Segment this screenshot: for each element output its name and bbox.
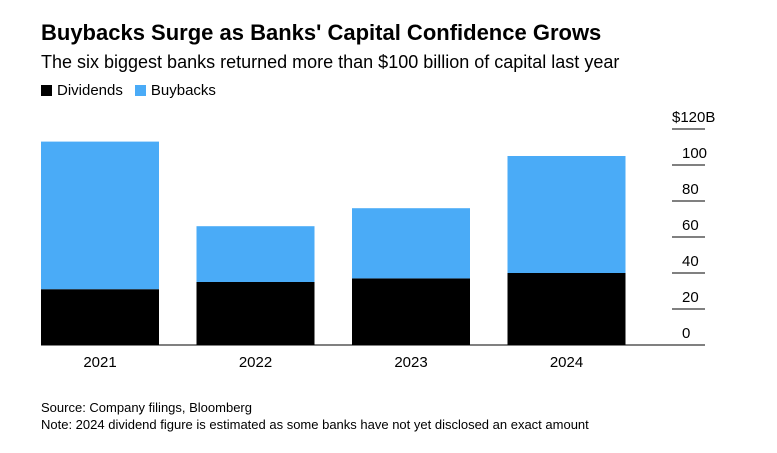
y-tick-label-80: 80 xyxy=(682,181,699,198)
source-note: Source: Company filings, Bloomberg xyxy=(41,400,252,415)
footnote: Note: 2024 dividend figure is estimated … xyxy=(41,417,589,432)
y-tick-label-120: $120B xyxy=(672,109,715,126)
x-tick-label-2022: 2022 xyxy=(239,354,272,371)
x-tick-label-2024: 2024 xyxy=(550,354,583,371)
legend-item-buybacks: Buybacks xyxy=(134,82,216,99)
legend-label-buybacks: Buybacks xyxy=(150,82,216,99)
legend-label-dividends: Dividends xyxy=(57,82,123,99)
bar-dividends-2021 xyxy=(41,289,159,345)
chart-subtitle: The six biggest banks returned more than… xyxy=(41,52,620,72)
chart-title: Buybacks Surge as Banks' Capital Confide… xyxy=(41,20,602,45)
x-tick-label-2023: 2023 xyxy=(394,354,427,371)
bar-buybacks-2023 xyxy=(352,208,470,279)
y-tick-label-60: 60 xyxy=(682,217,699,234)
legend: Dividends Buybacks xyxy=(41,82,228,99)
bar-dividends-2022 xyxy=(196,282,315,345)
legend-swatch-buybacks xyxy=(134,85,146,96)
legend-swatch-dividends xyxy=(41,85,52,96)
footer: Source: Company filings, Bloomberg Note:… xyxy=(41,399,589,433)
y-tick-label-20: 20 xyxy=(682,289,699,306)
x-tick-label-2021: 2021 xyxy=(83,354,116,371)
bar-buybacks-2024 xyxy=(507,156,626,273)
bar-dividends-2024 xyxy=(507,273,626,345)
bar-buybacks-2022 xyxy=(196,226,315,282)
y-tick-label-0: 0 xyxy=(682,325,690,342)
y-tick-label-100: 100 xyxy=(682,145,707,162)
y-tick-label-40: 40 xyxy=(682,253,699,270)
legend-item-dividends: Dividends xyxy=(41,82,123,99)
bar-buybacks-2021 xyxy=(41,141,159,290)
bar-dividends-2023 xyxy=(352,278,470,345)
